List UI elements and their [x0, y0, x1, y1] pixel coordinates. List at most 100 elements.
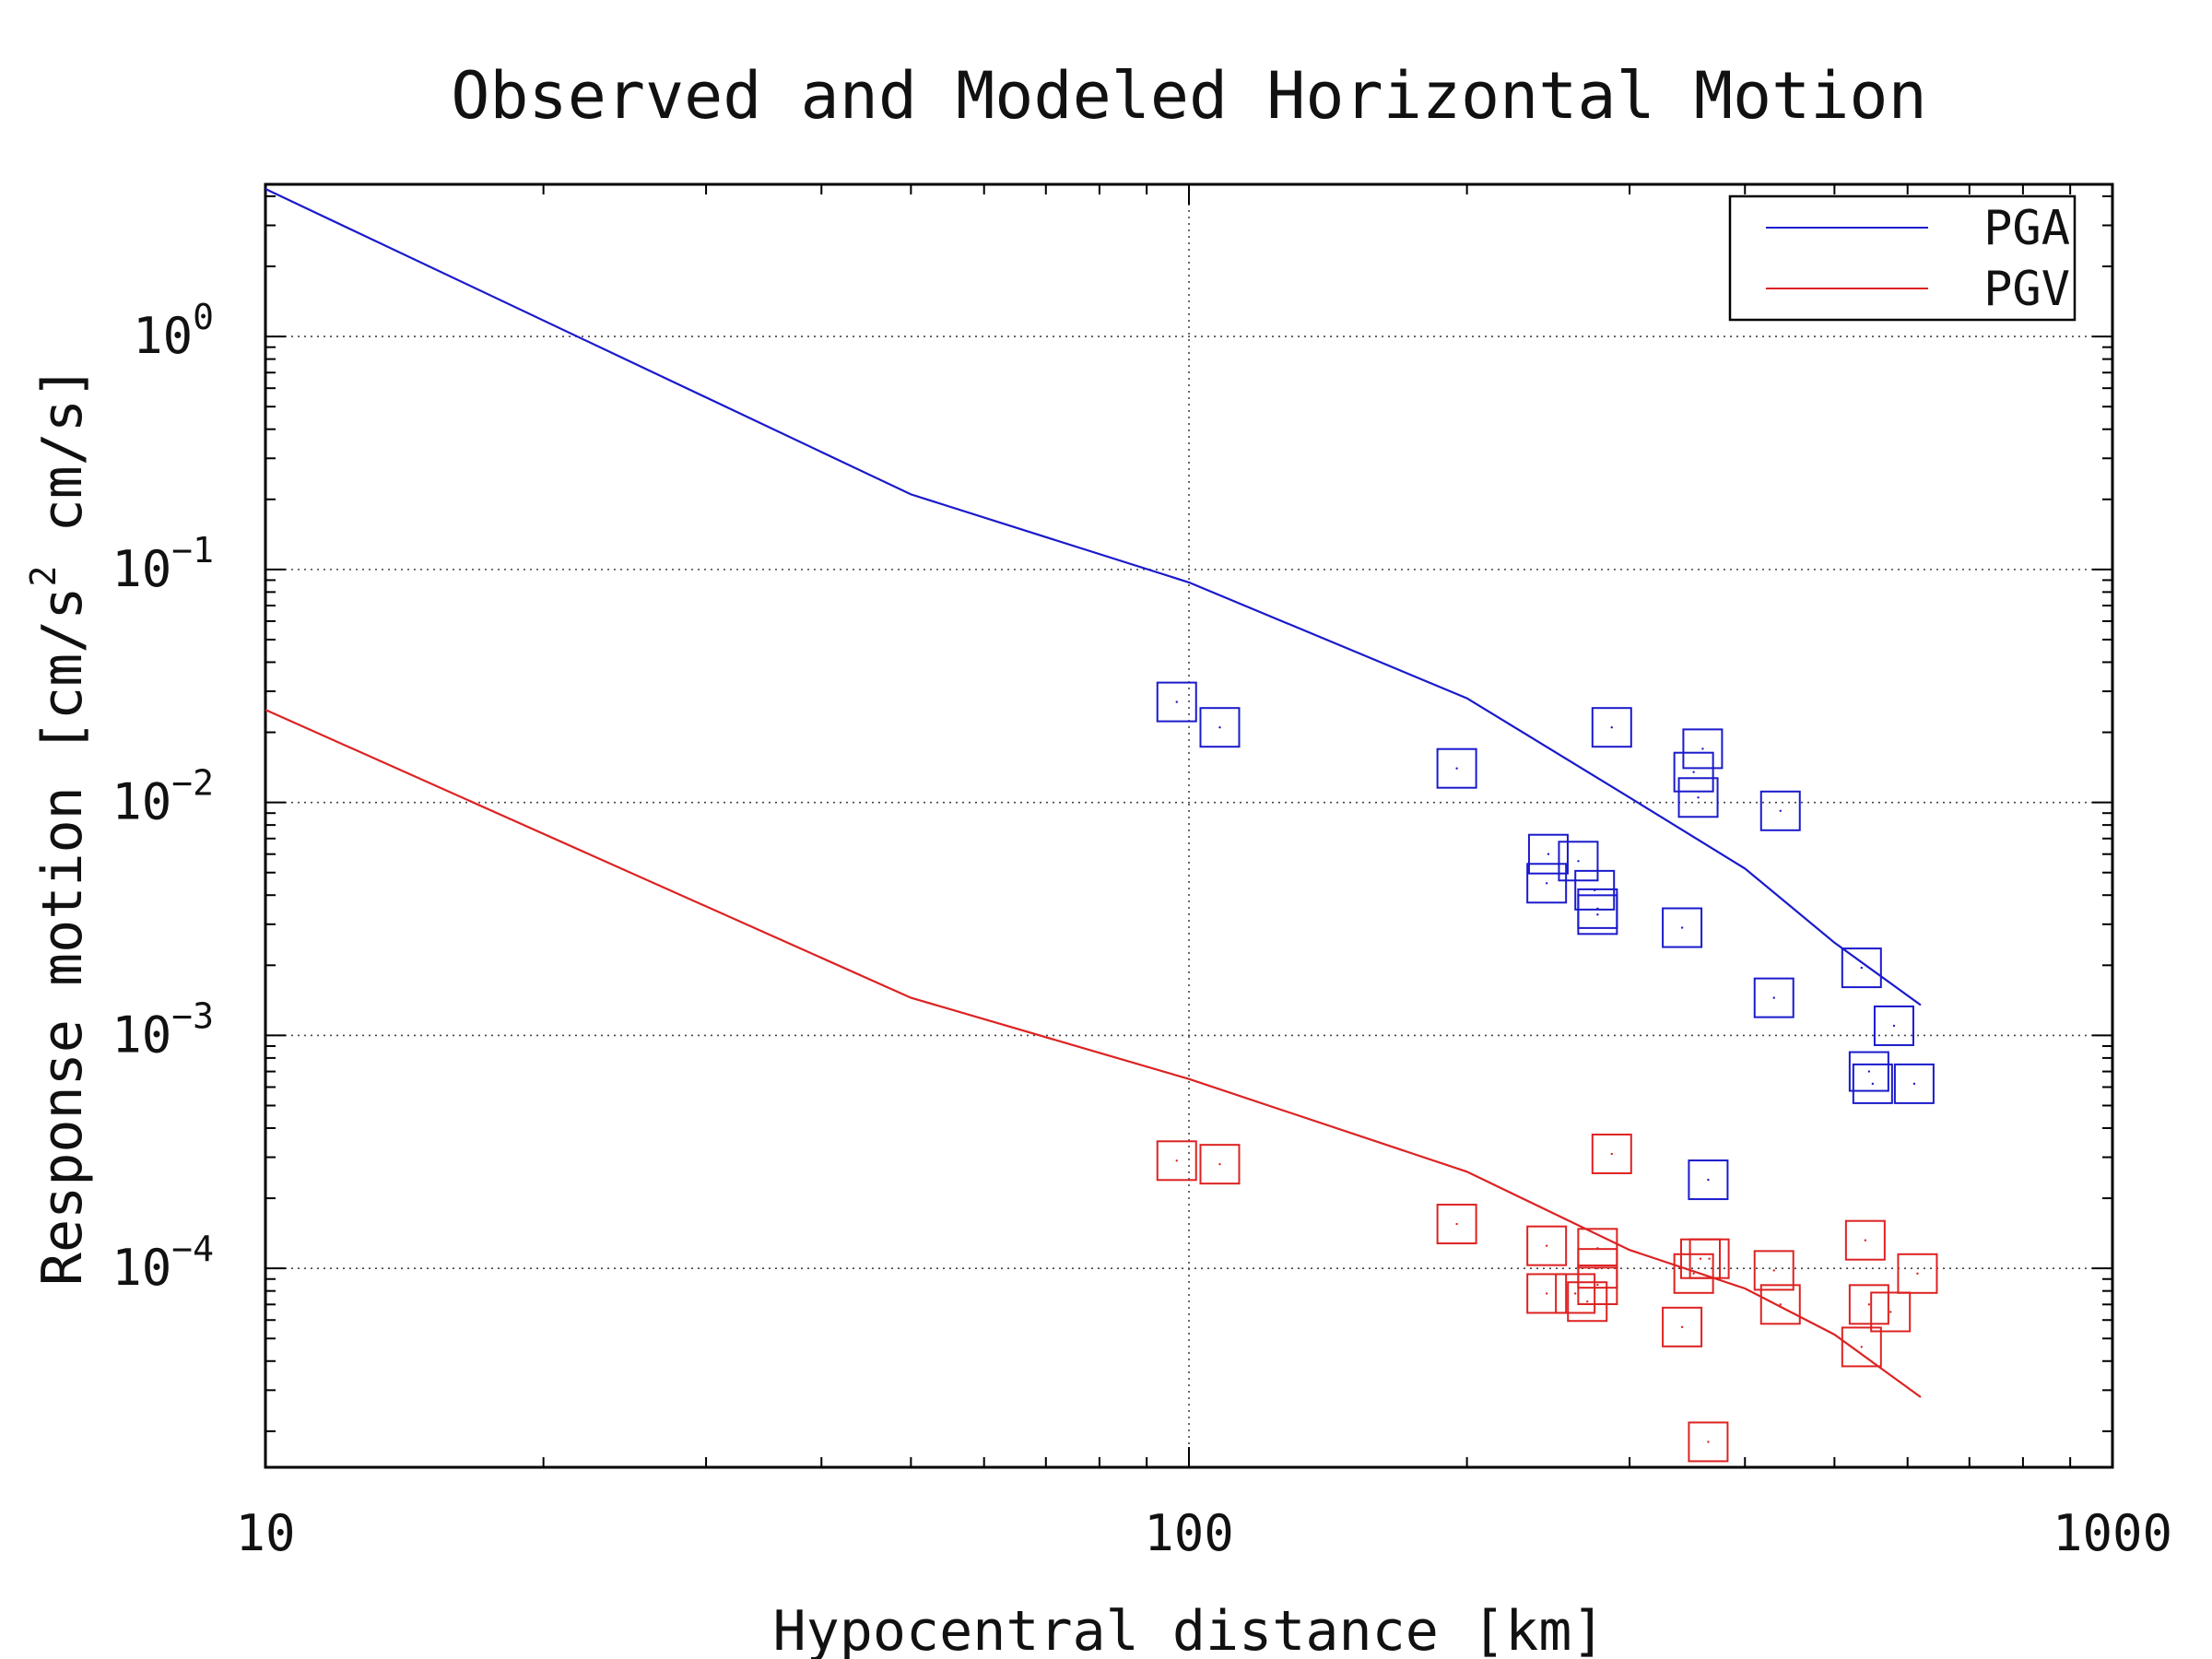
point-center	[1916, 1272, 1919, 1276]
point-center	[1680, 1325, 1684, 1329]
point-pgv-11	[1673, 1253, 1714, 1294]
point-center	[1586, 1300, 1589, 1303]
point-center	[1912, 1082, 1916, 1086]
point-pga-8	[1527, 833, 1569, 875]
point-center	[1218, 725, 1221, 729]
y-tick-label: 10−1	[112, 530, 214, 598]
point-pgv-22	[1897, 1253, 1938, 1294]
point-center	[1864, 1239, 1867, 1241]
point-marker	[1673, 751, 1714, 793]
point-pgv-14	[1662, 1306, 1703, 1347]
point-pgv-16	[1753, 1250, 1794, 1291]
point-center	[1860, 966, 1864, 970]
point-pga-2	[1436, 747, 1477, 789]
x-axis-label: Hypocentral distance [km]	[772, 1599, 1605, 1659]
point-pgv-20	[1870, 1291, 1912, 1333]
point-center	[1577, 860, 1580, 863]
point-center	[1701, 747, 1704, 750]
point-center	[1707, 1178, 1710, 1182]
point-center	[1871, 1082, 1875, 1086]
point-marker	[1848, 1051, 1889, 1092]
point-marker	[1753, 1250, 1794, 1291]
point-pgv-2	[1436, 1204, 1477, 1245]
point-center	[1547, 853, 1550, 855]
point-pga-21	[1688, 1159, 1729, 1201]
point-marker	[1526, 863, 1568, 904]
point-pga-0	[1156, 681, 1197, 723]
point-marker	[1156, 681, 1197, 723]
point-marker	[1591, 707, 1632, 748]
legend-label-pgv: PGV	[1983, 262, 2070, 317]
point-marker	[1591, 1133, 1632, 1174]
point-center	[1697, 796, 1700, 799]
y-tick-label: 10−2	[112, 763, 214, 831]
point-marker	[1677, 777, 1719, 818]
point-pga-4	[1673, 751, 1714, 793]
point-center	[1892, 1024, 1896, 1028]
point-center	[1888, 1311, 1892, 1313]
point-center	[1596, 1266, 1599, 1270]
point-pga-1	[1199, 707, 1241, 748]
point-center	[1860, 1346, 1864, 1348]
x-tick-label: 1000	[2053, 1504, 2172, 1562]
point-pga-6	[1677, 777, 1719, 818]
point-center	[1218, 1162, 1221, 1166]
y-axis-label-part-1: Response motion [cm/s	[30, 587, 95, 1287]
grid	[265, 184, 2112, 1467]
point-pga-19	[1852, 1063, 1893, 1104]
point-center	[1699, 1257, 1702, 1260]
tick-labels: 10 100 1000 100 10−1 10−2 10−3 10−4	[112, 297, 2172, 1562]
point-pgv-18	[1844, 1219, 1886, 1261]
point-pgv-13	[1688, 1238, 1730, 1279]
y-tick-label: 100	[133, 297, 214, 365]
point-center	[1610, 1152, 1613, 1156]
point-center	[1692, 771, 1695, 773]
point-pgv-21	[1841, 1326, 1882, 1368]
observed-points	[1156, 681, 1938, 1463]
point-center	[1680, 926, 1684, 929]
point-marker	[1527, 833, 1569, 875]
point-pga-13	[1577, 888, 1618, 929]
y-tick-label: 10−3	[112, 995, 214, 1064]
legend-box	[1728, 194, 2077, 322]
point-marker	[1662, 1306, 1703, 1347]
point-marker	[1662, 907, 1703, 948]
point-center	[1692, 1272, 1695, 1276]
point-center	[1610, 725, 1613, 729]
point-pga-3	[1591, 707, 1632, 748]
point-pgv-10	[1567, 1281, 1608, 1323]
point-marker	[1759, 1284, 1801, 1325]
point-marker	[1841, 947, 1882, 989]
point-pgv-19	[1848, 1284, 1889, 1325]
point-marker	[1436, 1204, 1477, 1245]
point-marker	[1555, 1273, 1596, 1314]
point-marker	[1753, 977, 1794, 1018]
point-pgv-4	[1526, 1225, 1568, 1266]
point-center	[1545, 882, 1548, 885]
model-line-pga	[265, 188, 1922, 1006]
point-center	[1596, 1283, 1599, 1287]
point-pgv-15	[1688, 1421, 1729, 1463]
model-lines	[265, 188, 1922, 1398]
point-center	[1779, 809, 1782, 812]
point-center	[1175, 1159, 1178, 1162]
point-pga-16	[1841, 947, 1882, 989]
point-center	[1596, 907, 1599, 911]
point-marker	[1848, 1284, 1889, 1325]
point-pgv-0	[1156, 1140, 1197, 1182]
point-marker	[1567, 1281, 1608, 1323]
point-center	[1867, 1070, 1871, 1073]
point-center	[1708, 1257, 1711, 1260]
point-center	[1573, 1292, 1577, 1295]
point-center	[1545, 1292, 1548, 1295]
point-marker	[1852, 1063, 1893, 1104]
y-axis-label-part-2: cm/s]	[30, 366, 95, 566]
point-center	[1455, 767, 1458, 770]
point-marker	[1199, 707, 1241, 748]
point-marker	[1897, 1253, 1938, 1294]
point-marker	[1841, 1326, 1882, 1368]
point-center	[1779, 1303, 1782, 1306]
point-marker	[1577, 888, 1618, 929]
point-marker	[1688, 1159, 1729, 1201]
